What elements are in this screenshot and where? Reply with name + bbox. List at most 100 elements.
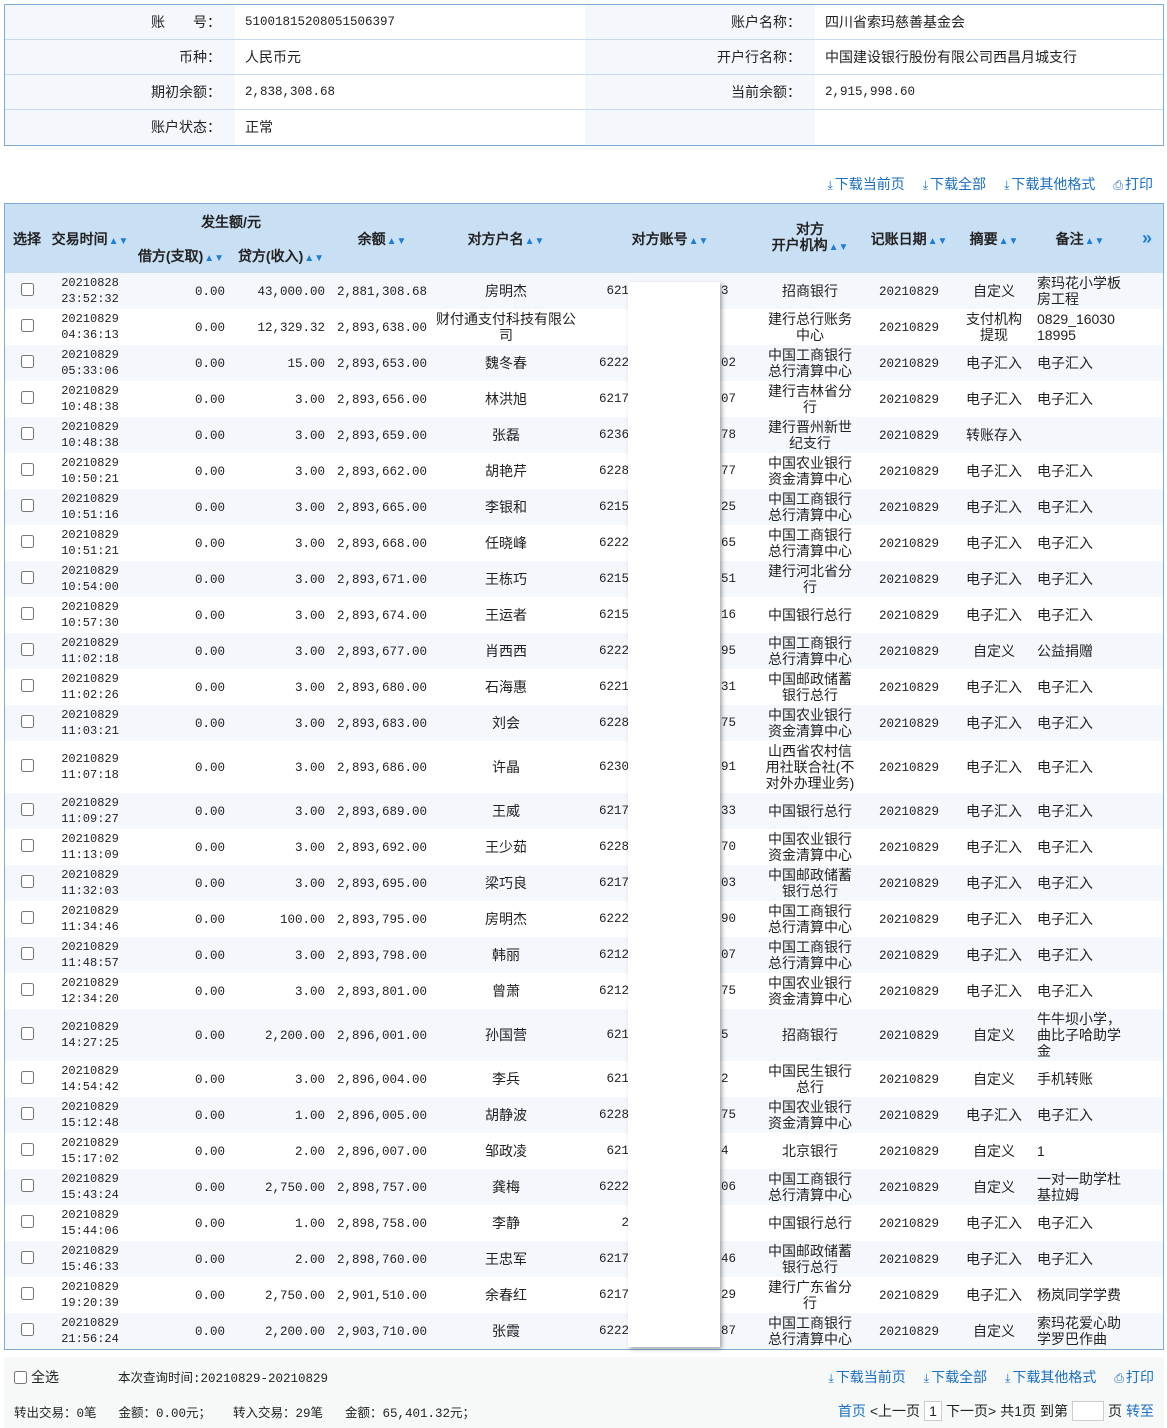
- balance-amount: 2,893,674.00: [337, 609, 428, 623]
- table-row[interactable]: 20210829 10:51:16 0.00 3.00 2,893,665.00 李银和 6…: [5, 489, 1163, 525]
- row-checkbox[interactable]: [20, 1107, 34, 1120]
- row-checkbox[interactable]: [20, 643, 34, 656]
- table-row[interactable]: 20210829 19:20:39 0.00 2,750.00 2,901,510.00…: [5, 1277, 1163, 1313]
- row-checkbox[interactable]: [20, 1071, 34, 1084]
- table-row[interactable]: 20210829 15:17:02 0.00 2.00 2,896,007.00 邹政凌 6…: [5, 1133, 1163, 1169]
- select-all[interactable]: 全选: [14, 1367, 59, 1387]
- cell-remark: 1: [1029, 1133, 1131, 1169]
- goto-page-input[interactable]: [1072, 1401, 1104, 1421]
- table-row[interactable]: 20210829 11:09:27 0.00 3.00 2,893,689.00 王威 62…: [5, 793, 1163, 829]
- row-checkbox[interactable]: [20, 463, 34, 476]
- table-row[interactable]: 20210829 15:46:33 0.00 2.00 2,898,760.00 王忠军 6…: [5, 1241, 1163, 1277]
- download-other-link[interactable]: ⤓ 下载其他格式: [1005, 1369, 1097, 1385]
- table-row[interactable]: 20210829 15:43:24 0.00 2,750.00 2,898,757.00…: [5, 1169, 1163, 1205]
- col-time[interactable]: 交易时间▲▼: [49, 204, 131, 273]
- table-row[interactable]: 20210829 14:54:42 0.00 3.00 2,896,004.00 李兵 62…: [5, 1061, 1163, 1097]
- go-button[interactable]: 转至: [1126, 1403, 1154, 1419]
- row-checkbox[interactable]: [20, 875, 34, 888]
- row-checkbox[interactable]: [20, 607, 34, 620]
- row-checkbox[interactable]: [20, 803, 34, 816]
- table-row[interactable]: 20210829 11:34:46 0.00 100.00 2,893,795.00 房明…: [5, 901, 1163, 937]
- table-row[interactable]: 20210829 11:13:09 0.00 3.00 2,893,692.00 王少茹 6…: [5, 829, 1163, 865]
- next-page-link[interactable]: 下一页>: [946, 1403, 997, 1419]
- current-page[interactable]: 1: [924, 1401, 943, 1421]
- cell-select: [5, 453, 49, 489]
- row-checkbox[interactable]: [20, 911, 34, 924]
- print-link[interactable]: ⎙ 打印: [1113, 176, 1153, 192]
- remark: 电子汇入: [1037, 1215, 1094, 1231]
- table-row[interactable]: 20210829 10:57:30 0.00 3.00 2,893,674.00 王运者 6…: [5, 597, 1163, 633]
- download-page-link[interactable]: ⤓ 下载当前页: [827, 176, 905, 192]
- col-name[interactable]: 对方户名▲▼: [433, 204, 580, 273]
- table-row[interactable]: 20210829 11:03:21 0.00 3.00 2,893,683.00 刘会 62…: [5, 705, 1163, 741]
- table-row[interactable]: 20210829 10:54:00 0.00 3.00 2,893,671.00 王栋巧 6…: [5, 561, 1163, 597]
- table-row[interactable]: 20210829 11:07:18 0.00 3.00 2,893,686.00 许晶 62…: [5, 741, 1163, 793]
- row-checkbox[interactable]: [20, 571, 34, 584]
- row-checkbox[interactable]: [20, 427, 34, 440]
- row-checkbox[interactable]: [20, 1143, 34, 1156]
- cell-select: [5, 1133, 49, 1169]
- table-row[interactable]: 20210829 12:34:20 0.00 3.00 2,893,801.00 曾萧 62…: [5, 973, 1163, 1009]
- more-columns-icon[interactable]: »: [1131, 204, 1163, 273]
- col-bank[interactable]: 对方 开户机构▲▼: [761, 204, 860, 273]
- print-link[interactable]: ⎙ 打印: [1114, 1369, 1154, 1385]
- download-page-link[interactable]: ⤓ 下载当前页: [828, 1369, 906, 1385]
- col-date[interactable]: 记账日期▲▼: [859, 204, 960, 273]
- first-page-link[interactable]: 首页: [837, 1403, 866, 1419]
- table-row[interactable]: 20210829 11:02:26 0.00 3.00 2,893,680.00 石海惠 6…: [5, 669, 1163, 705]
- row-checkbox[interactable]: [20, 1027, 34, 1040]
- download-all-link[interactable]: ⤓ 下载全部: [923, 1369, 988, 1385]
- remark: 手机转账: [1037, 1071, 1094, 1087]
- col-summary[interactable]: 摘要▲▼: [959, 204, 1030, 273]
- table-row[interactable]: 20210829 11:02:18 0.00 3.00 2,893,677.00 肖西西 6…: [5, 633, 1163, 669]
- row-checkbox[interactable]: [20, 319, 34, 332]
- table-row[interactable]: 20210829 10:48:38 0.00 3.00 2,893,656.00 林洪旭 6…: [5, 381, 1163, 417]
- table-row[interactable]: 20210829 14:27:25 0.00 2,200.00 2,896,001.00…: [5, 1009, 1163, 1061]
- row-checkbox[interactable]: [20, 947, 34, 960]
- row-checkbox[interactable]: [20, 1287, 34, 1300]
- counterparty-name: 张霞: [492, 1323, 521, 1339]
- table-row[interactable]: 20210829 05:33:06 0.00 15.00 2,893,653.00 魏冬春…: [5, 345, 1163, 381]
- remark: 电子汇入: [1037, 463, 1094, 479]
- row-checkbox[interactable]: [20, 715, 34, 728]
- table-row[interactable]: 20210829 10:51:21 0.00 3.00 2,893,668.00 任晓峰 6…: [5, 525, 1163, 561]
- table-row[interactable]: 20210829 11:32:03 0.00 3.00 2,893,695.00 梁巧良 6…: [5, 865, 1163, 901]
- cell-balance: 2,893,801.00: [331, 973, 433, 1009]
- row-checkbox[interactable]: [20, 535, 34, 548]
- row-checkbox[interactable]: [20, 355, 34, 368]
- row-checkbox[interactable]: [20, 1251, 34, 1264]
- table-row[interactable]: 20210829 11:48:57 0.00 3.00 2,893,798.00 韩丽 62…: [5, 937, 1163, 973]
- table-row[interactable]: 20210828 23:52:32 0.00 43,000.00 2,881,308.6…: [5, 273, 1163, 309]
- info-value: 四川省索玛慈善基金会: [825, 14, 965, 30]
- row-checkbox[interactable]: [20, 1179, 34, 1192]
- table-row[interactable]: 20210829 04:36:13 0.00 12,329.32 2,893,638.0…: [5, 309, 1163, 345]
- cell-bank: 建行总行账务中心: [761, 309, 859, 345]
- select-all-checkbox[interactable]: [14, 1370, 27, 1384]
- col-account[interactable]: 对方账号▲▼: [579, 204, 762, 273]
- table-row[interactable]: 20210829 21:56:24 0.00 2,200.00 2,903,710.00…: [5, 1313, 1163, 1349]
- col-credit[interactable]: 贷方(收入)▲▼: [231, 239, 332, 273]
- row-checkbox[interactable]: [20, 1215, 34, 1228]
- cell-debit: 0.00: [131, 453, 231, 489]
- table-row[interactable]: 20210829 10:48:38 0.00 3.00 2,893,659.00 张磊 62…: [5, 417, 1163, 453]
- cell-date: 20210829: [859, 705, 960, 741]
- table-row[interactable]: 20210829 15:44:06 0.00 1.00 2,898,758.00 李静 2 中…: [5, 1205, 1163, 1241]
- row-checkbox[interactable]: [20, 283, 34, 296]
- col-remark[interactable]: 备注▲▼: [1029, 204, 1132, 273]
- row-checkbox[interactable]: [20, 983, 34, 996]
- col-balance[interactable]: 余额▲▼: [331, 204, 434, 273]
- table-row[interactable]: 20210829 10:50:21 0.00 3.00 2,893,662.00 胡艳芹 6…: [5, 453, 1163, 489]
- download-all-link[interactable]: ⤓ 下载全部: [922, 176, 987, 192]
- row-checkbox[interactable]: [20, 499, 34, 512]
- prev-page-link[interactable]: <上一页: [869, 1403, 921, 1419]
- row-checkbox[interactable]: [20, 679, 34, 692]
- download-other-link[interactable]: ⤓ 下载其他格式: [1004, 176, 1096, 192]
- row-checkbox[interactable]: [20, 1323, 34, 1336]
- cell-summary: 电子汇入: [959, 937, 1030, 973]
- table-row[interactable]: 20210829 15:12:48 0.00 1.00 2,896,005.00 胡静波 6…: [5, 1097, 1163, 1133]
- row-checkbox[interactable]: [20, 759, 34, 772]
- row-checkbox[interactable]: [20, 839, 34, 852]
- txn-date: 20210829: [61, 752, 119, 766]
- col-debit[interactable]: 借方(支取)▲▼: [131, 239, 231, 273]
- row-checkbox[interactable]: [20, 391, 34, 404]
